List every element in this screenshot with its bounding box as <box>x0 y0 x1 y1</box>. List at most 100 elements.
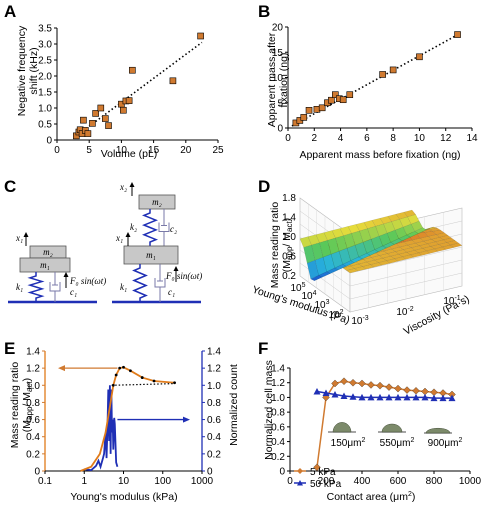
d-surface-patch <box>343 233 356 249</box>
a-data-point <box>125 97 133 104</box>
d-surface-patch <box>331 228 344 239</box>
d-surface-patch <box>403 209 416 217</box>
f-point-triangle <box>421 393 429 401</box>
f-point-triangle <box>430 394 438 402</box>
a-data-point <box>97 104 105 112</box>
e-ratio-point <box>129 369 132 373</box>
d-surface-patch <box>354 241 367 258</box>
e-ytick-label: 0.4 <box>26 432 40 443</box>
a-xtick-label: 25 <box>212 145 224 156</box>
mass-spring-diagram: m₂ m₁ x₁ F₀ sin(ωt) k₁ c₁ m₂ m₁ x₂ x₁ F₀ sin(ωt) k₂… <box>8 182 202 304</box>
e-xtick-label: 1000 <box>191 476 214 487</box>
b-ylabel-line1: Apparent mass afterfixation (ng) <box>266 32 290 127</box>
e-count-series <box>84 385 119 472</box>
f-area-annotation: 550μm2 <box>380 437 415 449</box>
b-data-point <box>454 31 461 38</box>
e-y2tick-label: 0.4 <box>207 432 221 443</box>
right-force-arrow-head <box>173 266 179 271</box>
a-data-point <box>89 120 96 127</box>
right-c1-label: c₁ <box>168 287 175 297</box>
a-data-point <box>120 106 127 114</box>
d-ylabel: Viscosity (Pa·s) <box>402 293 472 338</box>
e-ratio-point <box>114 373 118 377</box>
e-xlabel: Young's modulus (kPa) <box>70 491 177 503</box>
f-xlabel: Contact area (μm2) <box>327 491 416 503</box>
d-surface-patch <box>370 255 384 261</box>
panel-letter-c: C <box>4 177 16 196</box>
f-point-triangle <box>376 393 384 401</box>
a-xtick-label: 5 <box>86 145 92 156</box>
f-cell-shape <box>381 423 403 433</box>
d-surface-patch <box>446 240 459 246</box>
d-xtick-label: 102 <box>328 309 343 321</box>
f-point-diamond <box>403 386 411 394</box>
d-surface-patch <box>403 239 417 246</box>
b-xlabel: Apparent mass before fixation (ng) <box>299 149 460 161</box>
right-k1-label: k₁ <box>120 282 127 292</box>
e-ytick-label: 1.0 <box>26 381 40 392</box>
d-surface-patch <box>330 250 343 269</box>
e-xtick-label: 0.1 <box>38 476 52 487</box>
d-surface-patch <box>315 232 328 243</box>
d-surface-patch <box>359 228 372 243</box>
spring <box>132 264 148 302</box>
a-xtick-label: 20 <box>180 145 192 156</box>
d-surface-patch <box>371 218 384 227</box>
d-surface-patch <box>378 260 391 266</box>
e-y2tick-label: 1.4 <box>207 347 221 358</box>
d-surface-patch <box>435 232 449 238</box>
a-data-point <box>129 66 136 74</box>
d-surface-patch <box>370 262 383 268</box>
f-point-triangle <box>448 394 456 402</box>
d-surface-patch <box>363 220 376 229</box>
d-surface-patch <box>378 232 391 247</box>
e-y2tick-label: 0 <box>207 467 213 478</box>
d-surface-patch <box>420 229 434 233</box>
f-point-diamond <box>313 463 321 472</box>
d-surface-patch <box>410 252 423 258</box>
left-x1-arrow-head <box>23 232 29 237</box>
b-data-point <box>328 96 335 104</box>
b-ytick-label: 0 <box>277 124 283 135</box>
f-cell-shape <box>332 422 352 433</box>
a-data-point <box>102 115 109 122</box>
d-surface-patch <box>346 244 359 261</box>
b-xtick-label: 6 <box>364 133 370 144</box>
f-series-1 <box>316 390 452 399</box>
d-surface-patch <box>370 235 383 250</box>
f-point-triangle <box>349 393 357 400</box>
f-xtick-label: 400 <box>354 476 371 487</box>
b-data-point <box>305 107 313 114</box>
b-ytick-label: 15 <box>272 48 284 59</box>
d-surface-patch <box>323 230 336 241</box>
left-force-arrow-head <box>63 272 69 277</box>
e-y2label: Normalized count <box>228 364 240 446</box>
d-ztick-label: 1.4 <box>282 213 296 224</box>
a-data-point <box>105 122 112 129</box>
d-surface-patch <box>347 224 360 234</box>
f-legend-marker <box>297 468 303 474</box>
a-ytick-label: 0.5 <box>38 120 52 131</box>
d-ytick-label: 10-3 <box>351 315 368 327</box>
b-data-point <box>379 71 386 78</box>
b-xtick-label: 14 <box>466 133 478 144</box>
f-legend-label: 5 kPa <box>310 467 336 478</box>
f-xtick-label: 800 <box>426 476 443 487</box>
d-surface-patch <box>307 234 320 246</box>
d-ztick-label: 1.0 <box>282 232 296 243</box>
f-point-triangle <box>367 393 375 401</box>
e-arrowhead-left <box>58 365 65 372</box>
d-surface-patch <box>335 235 348 252</box>
b-xtick-label: 12 <box>440 133 452 144</box>
e-y2tick-label: 1.2 <box>207 364 221 375</box>
a-ylabel-line1: Negative frequencyshift (kHz) <box>16 25 40 116</box>
right-x2-label: x₂ <box>119 182 127 192</box>
right-x1-arrow-head <box>125 232 131 237</box>
right-x1-label: x₁ <box>115 233 123 243</box>
f-legend-marker <box>297 480 303 486</box>
d-surface-patch <box>367 225 380 240</box>
d-surface-patch <box>407 242 420 248</box>
f-point-triangle <box>394 393 402 401</box>
e-ytick-label: 0.6 <box>26 415 40 426</box>
